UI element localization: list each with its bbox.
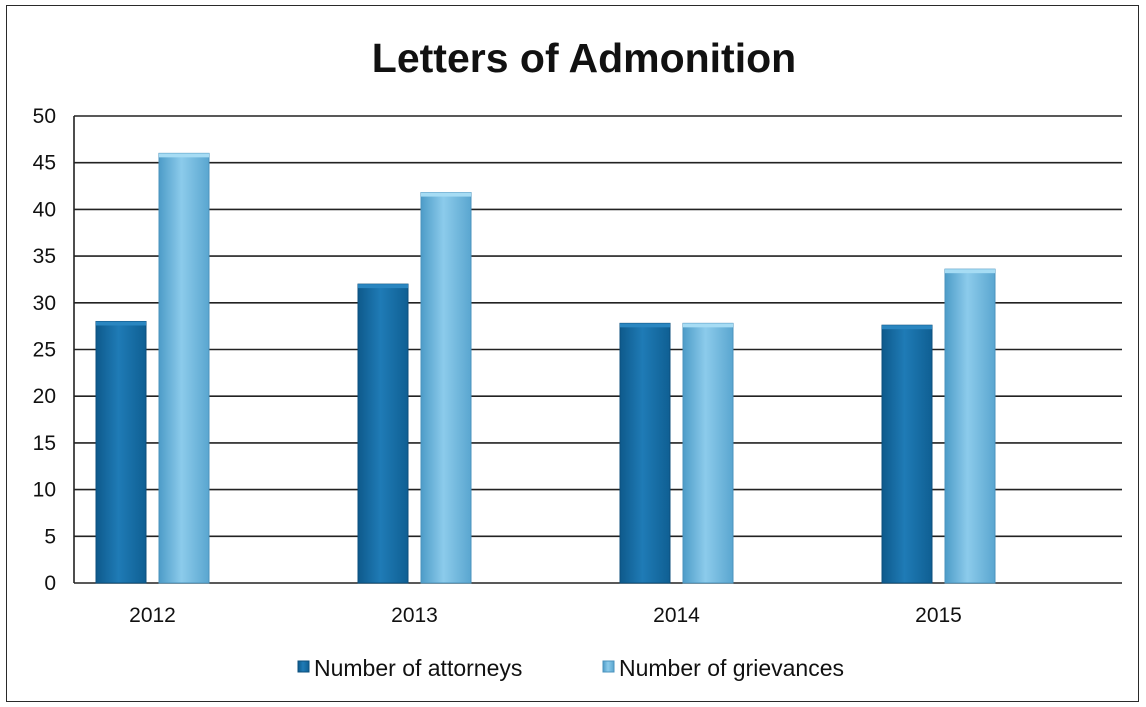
bar-2014-attorneys xyxy=(619,322,671,584)
bar-top-highlight xyxy=(421,192,471,197)
y-tick-label: 20 xyxy=(33,385,56,408)
x-tick-label: 2015 xyxy=(915,604,962,627)
y-tick-label: 30 xyxy=(33,292,56,315)
x-tick-label: 2012 xyxy=(129,604,176,627)
y-tick-label: 40 xyxy=(33,198,56,221)
bar-2012-grievances xyxy=(158,152,210,584)
bar-top-highlight xyxy=(882,325,932,330)
bar-top-highlight xyxy=(96,321,146,326)
bar-2012-attorneys xyxy=(95,320,147,584)
y-tick-label: 45 xyxy=(33,152,56,175)
chart-title: Letters of Admonition xyxy=(372,35,796,81)
bar-2014-grievances xyxy=(682,322,734,584)
bar-2013-grievances xyxy=(420,192,472,584)
bar-top-highlight xyxy=(945,269,995,274)
legend-swatch xyxy=(602,660,615,673)
bar-top-highlight xyxy=(358,284,408,289)
y-tick-label: 25 xyxy=(33,339,56,362)
legend: Number of attorneys Number of grievances xyxy=(297,655,844,681)
bar-top-highlight xyxy=(159,153,209,158)
y-tick-label: 15 xyxy=(33,432,56,455)
y-tick-label: 50 xyxy=(33,105,56,128)
y-tick-label: 10 xyxy=(33,479,56,502)
bar-2013-attorneys xyxy=(357,283,409,584)
bar-2015-grievances xyxy=(944,268,996,584)
y-tick-label: 5 xyxy=(44,525,56,548)
y-axis: 0 5 10 15 20 25 30 35 40 45 50 xyxy=(33,105,56,595)
bar-top-highlight xyxy=(620,323,670,328)
bar-2015-attorneys xyxy=(881,324,933,584)
legend-label: Number of attorneys xyxy=(314,655,522,681)
bar-top-highlight xyxy=(683,323,733,328)
x-tick-label: 2013 xyxy=(391,604,438,627)
legend-swatch xyxy=(297,660,310,673)
y-tick-label: 0 xyxy=(44,572,56,595)
legend-label: Number of grievances xyxy=(619,655,844,681)
x-axis: 2012 2013 2014 2015 xyxy=(129,604,962,627)
bars xyxy=(95,152,996,584)
y-tick-label: 35 xyxy=(33,245,56,268)
x-tick-label: 2014 xyxy=(653,604,700,627)
